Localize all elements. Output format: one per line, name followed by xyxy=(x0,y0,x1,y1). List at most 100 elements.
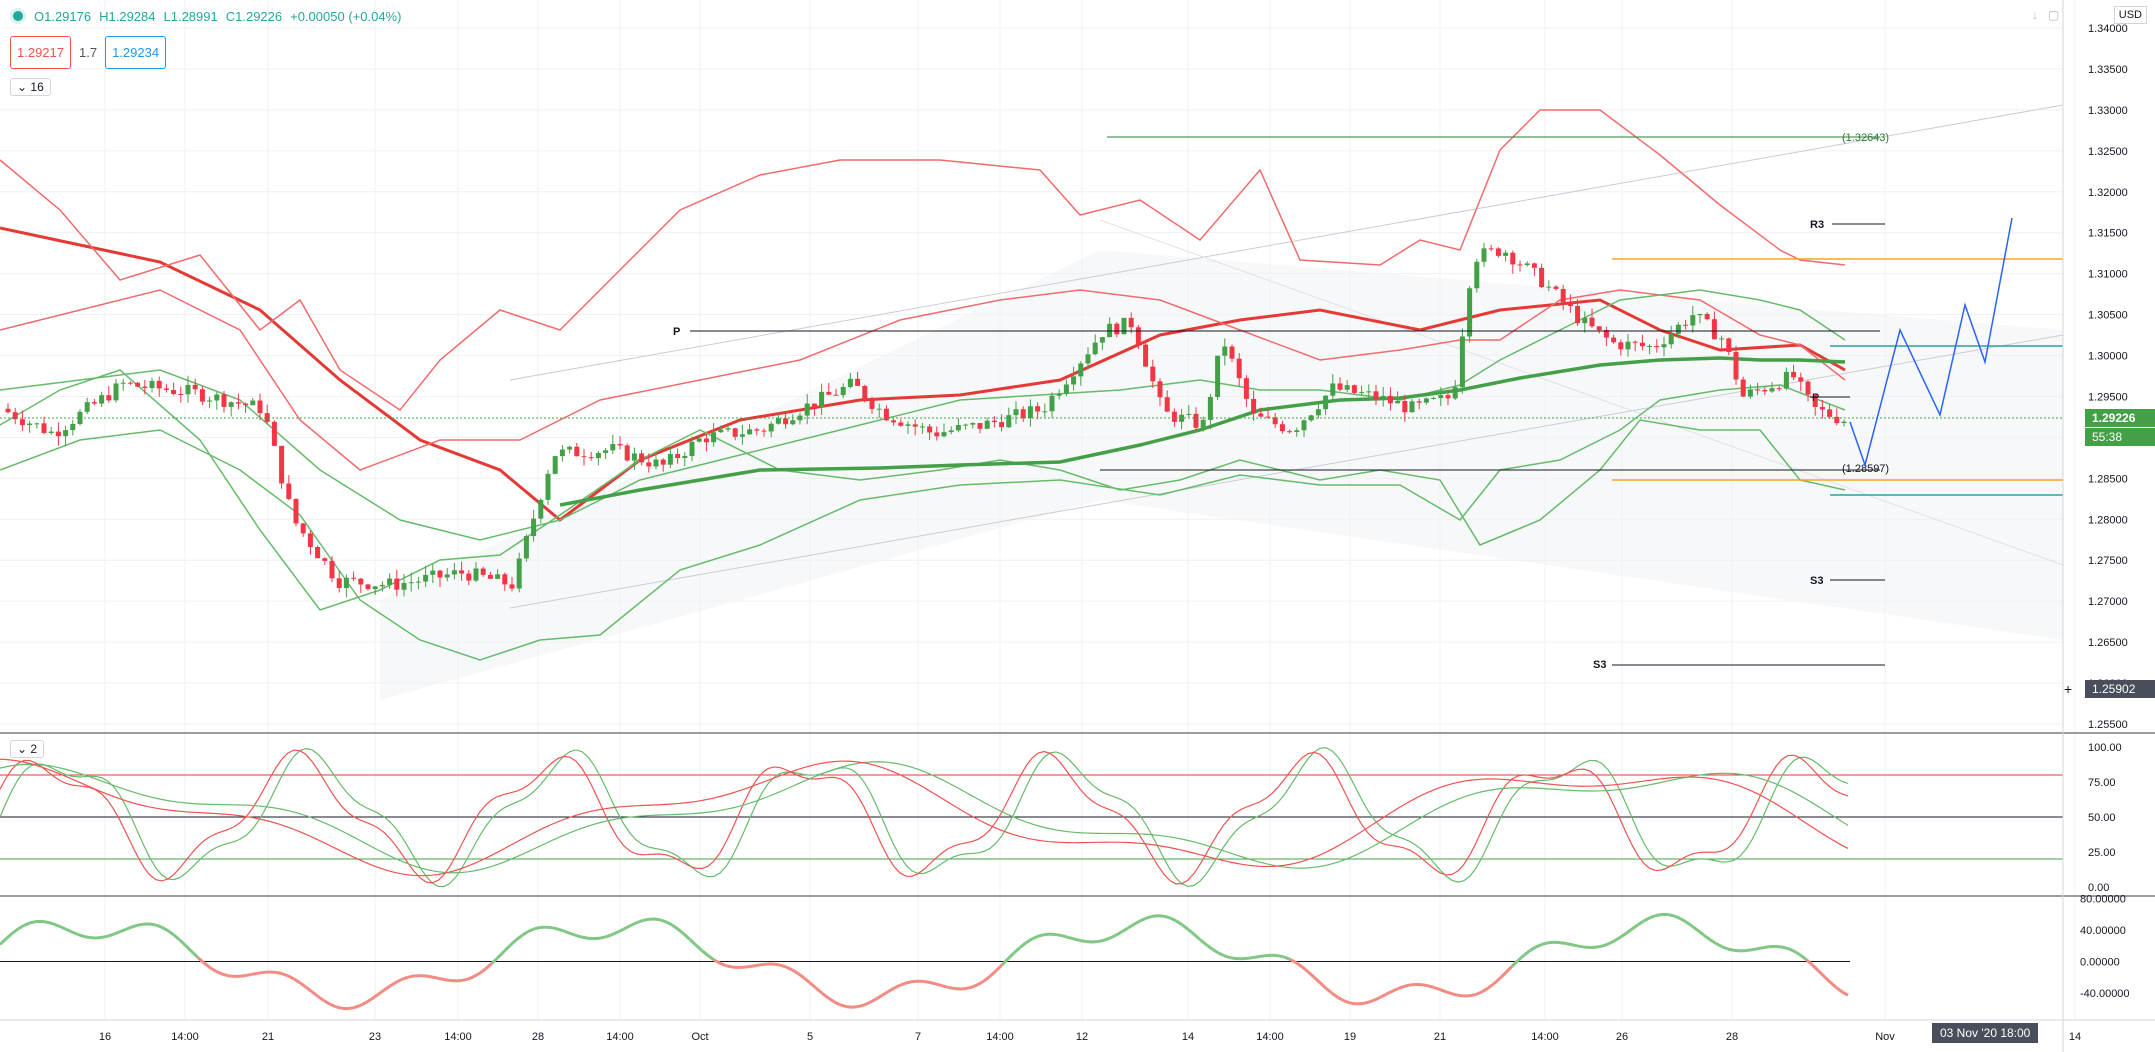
osc-tick-label: 0.00 xyxy=(2088,882,2109,894)
time-tick-label: 14:00 xyxy=(1256,1031,1284,1043)
mom-segment xyxy=(1529,945,1537,952)
candle-body xyxy=(142,386,148,389)
mom-segment xyxy=(1445,990,1453,996)
candle-body xyxy=(192,384,198,390)
candle-body xyxy=(1639,342,1645,347)
candle-body xyxy=(1438,395,1444,399)
mom-segment xyxy=(1163,914,1171,920)
candle-body xyxy=(1128,317,1134,328)
candle-body xyxy=(466,573,472,581)
mom-segment xyxy=(377,988,385,996)
mom-segment xyxy=(1469,992,1477,998)
candle-body xyxy=(1301,420,1307,431)
price-tick-label: 1.33000 xyxy=(2088,105,2128,117)
candle-body xyxy=(1776,388,1782,390)
price-tick-label: 1.27000 xyxy=(2088,596,2128,608)
candle-body xyxy=(1287,431,1293,433)
candle-body xyxy=(437,570,443,578)
indicators-collapse-button[interactable]: ⌄ 16 xyxy=(10,78,51,96)
time-tick-label: 21 xyxy=(1434,1031,1446,1043)
mom-segment xyxy=(431,975,439,980)
time-tick-label: 28 xyxy=(1726,1031,1738,1043)
mom-segment xyxy=(1223,954,1231,960)
candle-body xyxy=(1661,344,1667,348)
candle-body xyxy=(358,578,364,585)
maximize-icon[interactable]: ▢ xyxy=(2048,8,2060,22)
mom-segment xyxy=(1571,943,1579,948)
mom-segment xyxy=(293,977,301,985)
buy-button[interactable]: 1.29234 xyxy=(105,36,167,69)
mom-segment xyxy=(1409,982,1417,987)
mom-segment xyxy=(173,933,181,942)
mom-segment xyxy=(1006,951,1016,960)
candle-body xyxy=(1618,342,1624,350)
mom-segment xyxy=(551,926,559,931)
mom-segment xyxy=(827,996,835,1004)
currency-label[interactable]: USD xyxy=(2113,6,2147,24)
candle-body xyxy=(1546,286,1552,288)
mom-segment xyxy=(502,944,512,953)
chevron-down-icon: ⌄ xyxy=(17,80,28,94)
candle-body xyxy=(235,402,241,404)
mom-segment xyxy=(479,967,487,975)
mom-segment xyxy=(935,982,943,988)
candle-body xyxy=(1157,381,1163,398)
oscillator-collapse-button[interactable]: ⌄ 2 xyxy=(10,740,45,758)
time-tick-label: 7 xyxy=(915,1031,921,1043)
candle-body xyxy=(1747,389,1753,397)
candle-body xyxy=(243,403,249,406)
mom-segment xyxy=(971,983,979,989)
candle-body xyxy=(1647,346,1653,348)
arrow-down-icon[interactable]: ↓ xyxy=(2032,8,2038,22)
mom-segment xyxy=(167,929,175,937)
candle-body xyxy=(214,394,220,401)
candle-body xyxy=(869,399,875,409)
mom-segment xyxy=(1211,947,1219,955)
mom-segment xyxy=(17,924,25,931)
mom-segment xyxy=(1523,949,1531,957)
candle-body xyxy=(387,578,393,585)
mom-segment xyxy=(1451,992,1459,997)
sell-button[interactable]: 1.29217 xyxy=(10,36,71,69)
candle-body xyxy=(970,423,976,425)
mom-segment xyxy=(947,985,955,990)
candle-body xyxy=(379,584,385,587)
last-price-tag xyxy=(2085,409,2155,427)
candle-body xyxy=(451,570,457,575)
mom-segment xyxy=(1439,988,1447,994)
candle-body xyxy=(1805,381,1811,395)
mom-segment xyxy=(1055,933,1063,938)
mom-segment xyxy=(490,956,500,965)
candle-body xyxy=(991,420,997,423)
candle-body xyxy=(1575,305,1581,324)
mom-segment xyxy=(1613,936,1621,943)
mom-segment xyxy=(863,1000,871,1007)
candle-body xyxy=(34,423,40,425)
price-tick-label: 1.27500 xyxy=(2088,555,2128,567)
time-tick-label: Nov xyxy=(1875,1031,1895,1043)
mom-segment xyxy=(1775,944,1783,949)
candle-body xyxy=(279,445,285,484)
pivot-label-2: P xyxy=(1812,392,1819,404)
mom-segment xyxy=(1367,998,1375,1004)
candle-body xyxy=(1272,417,1278,425)
s3-label: S3 xyxy=(1810,575,1823,587)
mom-segment xyxy=(1787,947,1795,953)
mom-segment xyxy=(401,975,409,981)
candle-body xyxy=(1675,324,1681,334)
mom-segment xyxy=(1643,916,1651,923)
candle-body xyxy=(617,444,623,446)
mom-segment xyxy=(743,965,751,969)
candle-body xyxy=(660,459,666,465)
mom-segment xyxy=(239,973,247,978)
candle-body xyxy=(703,438,709,443)
mom-segment xyxy=(389,981,397,988)
candle-body xyxy=(1711,319,1717,340)
mom-segment xyxy=(1325,987,1333,995)
mom-segment xyxy=(1199,938,1207,946)
mom-segment xyxy=(1697,929,1705,937)
osc-fast-green xyxy=(0,747,1849,888)
mom-tick-label: 0.00000 xyxy=(2080,957,2120,969)
mom-segment xyxy=(119,927,127,934)
